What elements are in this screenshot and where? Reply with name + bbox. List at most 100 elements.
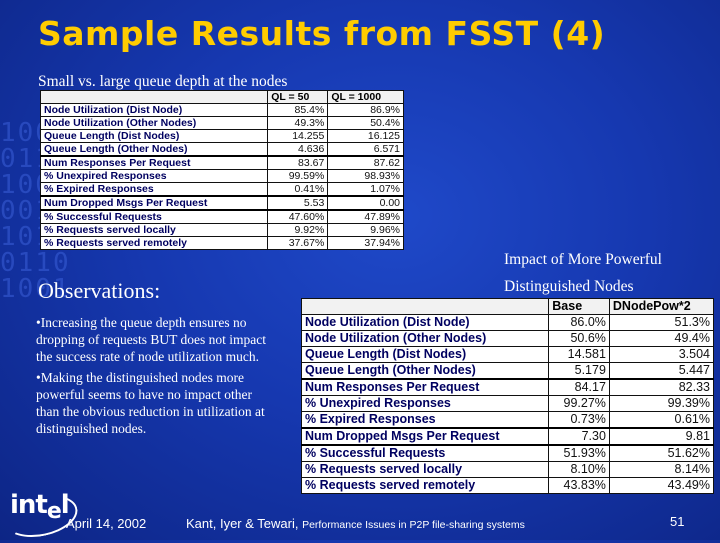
powerful-nodes-table: Base DNodePow*2 Node Utilization (Dist No… [300,298,715,494]
cell-value: 14.581 [548,346,610,363]
cell-value: 0.00 [327,195,404,211]
cell-value: 1.07% [327,182,404,197]
row-label: Num Responses Per Request [39,155,269,170]
cell-value: 9.81 [608,427,715,446]
table-row: Node Utilization (Dist Node) 85.4% 86.9% [39,103,404,117]
cell-value: 5.53 [267,195,329,211]
cell-value: 16.125 [327,129,404,143]
cell-value: 8.14% [608,461,715,478]
row-label: Node Utilization (Dist Node) [300,314,550,331]
row-label: % Unexpired Responses [39,169,269,183]
table-header-row: Base DNodePow*2 [300,298,715,315]
table-row: % Unexpired Responses 99.27% 99.39% [300,395,715,412]
cell-value: 99.27% [548,395,610,412]
cell-value: 84.17 [548,378,610,396]
table-row: % Requests served remotely 43.83% 43.49% [300,477,715,494]
cell-value: 43.83% [548,477,610,494]
row-label: Queue Length (Other Nodes) [39,142,269,157]
row-label: % Expired Responses [300,411,550,429]
column-header: Base [548,298,610,315]
table-row: Node Utilization (Other Nodes) 49.3% 50.4% [39,116,404,130]
cell-value: 49.3% [267,116,329,130]
table-row: Queue Length (Dist Nodes) 14.255 16.125 [39,129,404,143]
cell-value: 0.41% [267,182,329,197]
table-row: Queue Length (Dist Nodes) 14.581 3.504 [300,346,715,363]
subtitle: Small vs. large queue depth at the nodes [38,73,288,90]
observation-item: •Making the distinguished nodes more pow… [36,370,265,436]
cell-value: 51.93% [548,444,610,462]
cell-value: 4.636 [267,142,329,157]
observations-list: •Increasing the queue depth ensures no d… [36,314,276,441]
row-label: Queue Length (Dist Nodes) [39,129,269,143]
cell-value: 14.255 [267,129,329,143]
footer-credit: Kant, Iyer & Tewari, Performance Issues … [186,516,525,531]
cell-value: 47.89% [327,209,404,224]
cell-value: 49.4% [608,330,715,347]
slide-title: Sample Results from FSST (4) [38,14,606,53]
cell-value: 99.59% [267,169,329,183]
table-row: Queue Length (Other Nodes) 4.636 6.571 [39,142,404,157]
row-label: % Unexpired Responses [300,395,550,412]
table-row: % Successful Requests 47.60% 47.89% [39,209,404,224]
row-label: % Requests served remotely [39,236,269,250]
table-row: Num Dropped Msgs Per Request 7.30 9.81 [300,427,715,446]
row-label: Num Responses Per Request [300,378,550,396]
cell-value: 50.6% [548,330,610,347]
table-row: Node Utilization (Other Nodes) 50.6% 49.4% [300,330,715,347]
table-row: Num Dropped Msgs Per Request 5.53 0.00 [39,195,404,211]
row-label: Queue Length (Dist Nodes) [300,346,550,363]
table-row: % Requests served locally 9.92% 9.96% [39,223,404,237]
impact-heading-line1: Impact of More Powerful [504,251,662,268]
cell-value: 83.67 [267,155,329,170]
cell-value: 9.92% [267,223,329,237]
table-row: Queue Length (Other Nodes) 5.179 5.447 [300,362,715,380]
cell-value: 51.62% [608,444,715,462]
row-label: Num Dropped Msgs Per Request [300,427,550,446]
row-label: Node Utilization (Dist Node) [39,103,269,117]
table-row: Num Responses Per Request 84.17 82.33 [300,378,715,396]
table-row: % Successful Requests 51.93% 51.62% [300,444,715,462]
row-label: Queue Length (Other Nodes) [300,362,550,380]
cell-value: 85.4% [267,103,329,117]
table-row: % Requests served locally 8.10% 8.14% [300,461,715,478]
footer-date: April 14, 2002 [66,516,147,531]
cell-value: 0.73% [548,411,610,429]
cell-value: 0.61% [608,411,715,429]
row-label: Node Utilization (Other Nodes) [39,116,269,130]
footer-paper-title: Performance Issues in P2P file-sharing s… [302,519,525,531]
observations-heading: Observations: [38,278,161,303]
cell-value: 86.9% [327,103,404,117]
table-row: % Unexpired Responses 99.59% 98.93% [39,169,404,183]
row-label: % Successful Requests [300,444,550,462]
queue-depth-table: QL = 50 QL = 1000 Node Utilization (Dist … [39,90,404,250]
cell-value: 82.33 [608,378,715,396]
impact-heading: Impact of More Powerful Distinguished No… [504,246,662,300]
column-header: QL = 50 [267,90,329,104]
cell-value: 43.49% [608,477,715,494]
cell-value: 37.67% [267,236,329,250]
cell-value: 5.447 [608,362,715,380]
table-row: % Requests served remotely 37.67% 37.94% [39,236,404,250]
cell-value: 47.60% [267,209,329,224]
row-label: % Requests served remotely [300,477,550,494]
cell-value: 51.3% [608,314,715,331]
cell-value: 37.94% [327,236,404,250]
row-label: Node Utilization (Other Nodes) [300,330,550,347]
cell-value: 3.504 [608,346,715,363]
row-label: % Requests served locally [39,223,269,237]
table-row: Node Utilization (Dist Node) 86.0% 51.3% [300,314,715,331]
page-number: 51 [670,514,685,529]
cell-value: 7.30 [548,427,610,446]
cell-value: 98.93% [327,169,404,183]
impact-heading-line2: Distinguished Nodes [504,278,634,295]
column-header [300,298,550,315]
column-header [39,90,269,104]
cell-value: 8.10% [548,461,610,478]
table-row: Num Responses Per Request 83.67 87.62 [39,155,404,170]
cell-value: 5.179 [548,362,610,380]
table-row: % Expired Responses 0.73% 0.61% [300,411,715,429]
table-row: % Expired Responses 0.41% 1.07% [39,182,404,197]
footer-authors: Kant, Iyer & Tewari, [186,516,303,531]
cell-value: 6.571 [327,142,404,157]
table-header-row: QL = 50 QL = 1000 [39,90,404,104]
